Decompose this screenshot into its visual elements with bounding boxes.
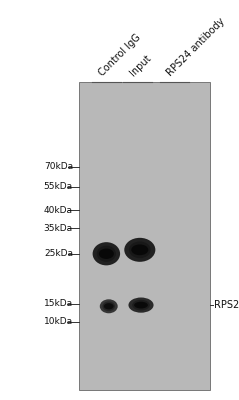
Text: 70kDa: 70kDa bbox=[44, 162, 73, 171]
Ellipse shape bbox=[128, 298, 153, 313]
Text: 35kDa: 35kDa bbox=[44, 224, 73, 233]
Ellipse shape bbox=[134, 302, 148, 308]
Bar bbox=[79, 82, 210, 390]
Ellipse shape bbox=[136, 302, 146, 308]
Ellipse shape bbox=[103, 301, 115, 311]
Ellipse shape bbox=[97, 246, 116, 262]
Text: Input: Input bbox=[128, 53, 153, 78]
Text: RPS24 antibody: RPS24 antibody bbox=[165, 16, 227, 78]
Ellipse shape bbox=[124, 238, 155, 262]
Ellipse shape bbox=[100, 299, 118, 313]
Ellipse shape bbox=[104, 303, 114, 310]
Text: Control IgG: Control IgG bbox=[97, 32, 143, 78]
Ellipse shape bbox=[132, 300, 150, 310]
Ellipse shape bbox=[134, 245, 146, 255]
Ellipse shape bbox=[131, 244, 148, 255]
Ellipse shape bbox=[101, 249, 112, 258]
Text: RPS24: RPS24 bbox=[214, 300, 239, 310]
Ellipse shape bbox=[105, 304, 112, 309]
Ellipse shape bbox=[129, 242, 151, 258]
Ellipse shape bbox=[99, 248, 114, 259]
Text: 55kDa: 55kDa bbox=[44, 182, 73, 191]
Text: 25kDa: 25kDa bbox=[44, 249, 73, 258]
Text: 10kDa: 10kDa bbox=[44, 317, 73, 326]
Ellipse shape bbox=[93, 242, 120, 265]
Text: 15kDa: 15kDa bbox=[44, 300, 73, 308]
Text: 40kDa: 40kDa bbox=[44, 206, 73, 215]
